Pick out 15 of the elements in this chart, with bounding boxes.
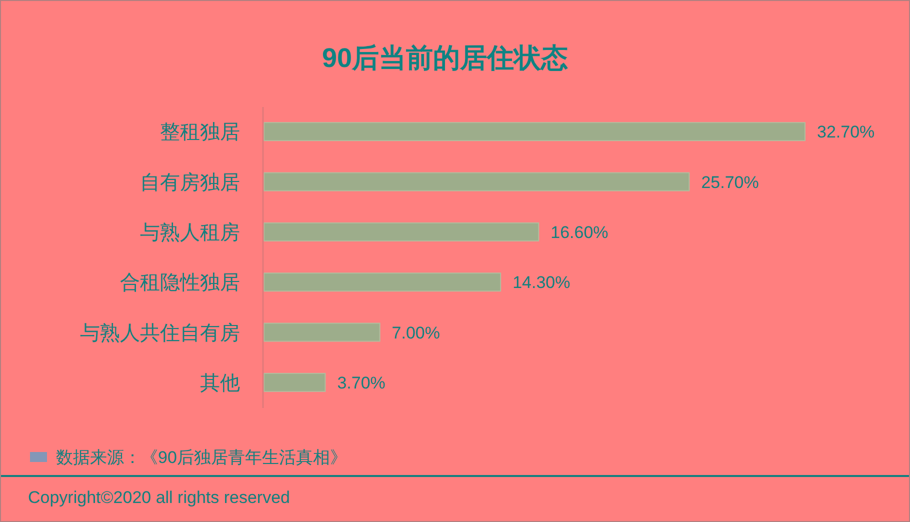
value-label: 32.70% [817,122,875,142]
value-label: 25.70% [701,172,759,192]
title: 90后当前的居住状态 [322,43,568,73]
annotation: Copyright©2020 all rights reserved [28,488,290,507]
value-label: 14.30% [512,273,570,292]
category-label: 与熟人租房 [140,222,240,244]
value-label: 7.00% [392,323,440,342]
category-label: 自有房独居 [140,172,240,194]
category-label: 其他 [200,372,240,394]
category-label: 整租独居 [160,122,240,144]
value-label: 3.70% [337,373,386,392]
value-label: 16.60% [550,222,608,242]
annotation: 数据来源：《90后独居青年生活真相》 [56,448,347,467]
category-label: 与熟人共住自有房 [80,322,240,344]
category-label: 合租隐性独居 [120,272,240,294]
